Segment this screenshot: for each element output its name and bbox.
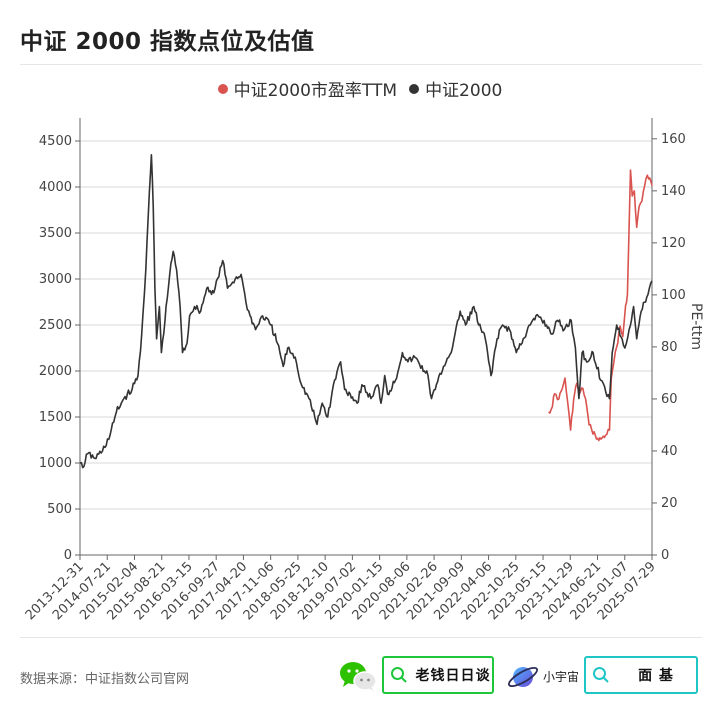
y-left-tick-label: 0 — [64, 548, 72, 563]
search-box-laoqian[interactable]: 老钱日日谈 — [382, 656, 494, 694]
y-right-tick-label: 40 — [661, 444, 678, 459]
legend-dot-pe — [217, 83, 228, 94]
tick-labels: 0 500 1000 1500 2000 2500 3000 3500 4000 4500 0 20 4… — [23, 132, 704, 623]
series-line-index — [79, 154, 653, 469]
title-divider — [20, 64, 702, 65]
y-right-tick-label: 20 — [661, 496, 678, 511]
y-right-tick-label: 100 — [661, 288, 686, 303]
y-left-tick-label: 500 — [47, 502, 72, 517]
y-left-tick-label: 4000 — [39, 180, 72, 195]
y-right-tick-label: 80 — [661, 340, 678, 355]
planet-label: 小宇宙 — [543, 670, 580, 684]
y-right-tick-label: 160 — [661, 132, 686, 147]
y-right-tick-label: 0 — [661, 548, 669, 563]
page-title: 中证 2000 指数点位及估值 — [20, 29, 315, 55]
grid-lines — [80, 140, 652, 510]
legend-dot-index — [409, 83, 420, 94]
y-left-tick-label: 2000 — [39, 364, 72, 379]
search-icon — [384, 658, 414, 692]
y-left-tick-label: 3000 — [39, 272, 72, 287]
planet-icon — [508, 667, 538, 687]
y-left-tick-label: 1500 — [39, 410, 72, 425]
y-left-tick-label: 4500 — [39, 134, 72, 149]
legend-label-pe: 中证2000市盈率TTM — [233, 81, 398, 101]
series-line-pe — [548, 169, 653, 442]
series-lines — [79, 154, 653, 469]
chart-legend: 中证2000市盈率TTM 中证2000 — [0, 76, 720, 101]
y-left-tick-label: 1000 — [39, 456, 72, 471]
y-right-axis-label: PE-ttm — [688, 303, 704, 350]
y-right-tick-label: 140 — [661, 184, 686, 199]
y-left-tick-label: 2500 — [39, 318, 72, 333]
footer-divider — [20, 637, 702, 638]
legend-item-index[interactable]: 中证2000 — [409, 76, 502, 101]
search-icon-2 — [586, 658, 616, 692]
search-box-mianji[interactable]: 面 基 — [584, 656, 698, 694]
chart-axes — [75, 118, 657, 560]
legend-item-pe[interactable]: 中证2000市盈率TTM — [217, 76, 398, 101]
y-right-tick-label: 60 — [661, 392, 678, 407]
y-right-tick-label: 120 — [661, 236, 686, 251]
y-left-tick-label: 3500 — [39, 226, 72, 241]
legend-label-index: 中证2000 — [425, 81, 503, 101]
data-source-note: 数据来源：中证指数公司官网 — [20, 672, 190, 687]
search-label-mianji: 面 基 — [638, 668, 674, 684]
line-chart: 0 500 1000 1500 2000 2500 3000 3500 4000 4500 0 20 4… — [23, 118, 704, 623]
wechat-icon — [340, 662, 377, 691]
search-label-laoqian: 老钱日日谈 — [415, 668, 491, 684]
